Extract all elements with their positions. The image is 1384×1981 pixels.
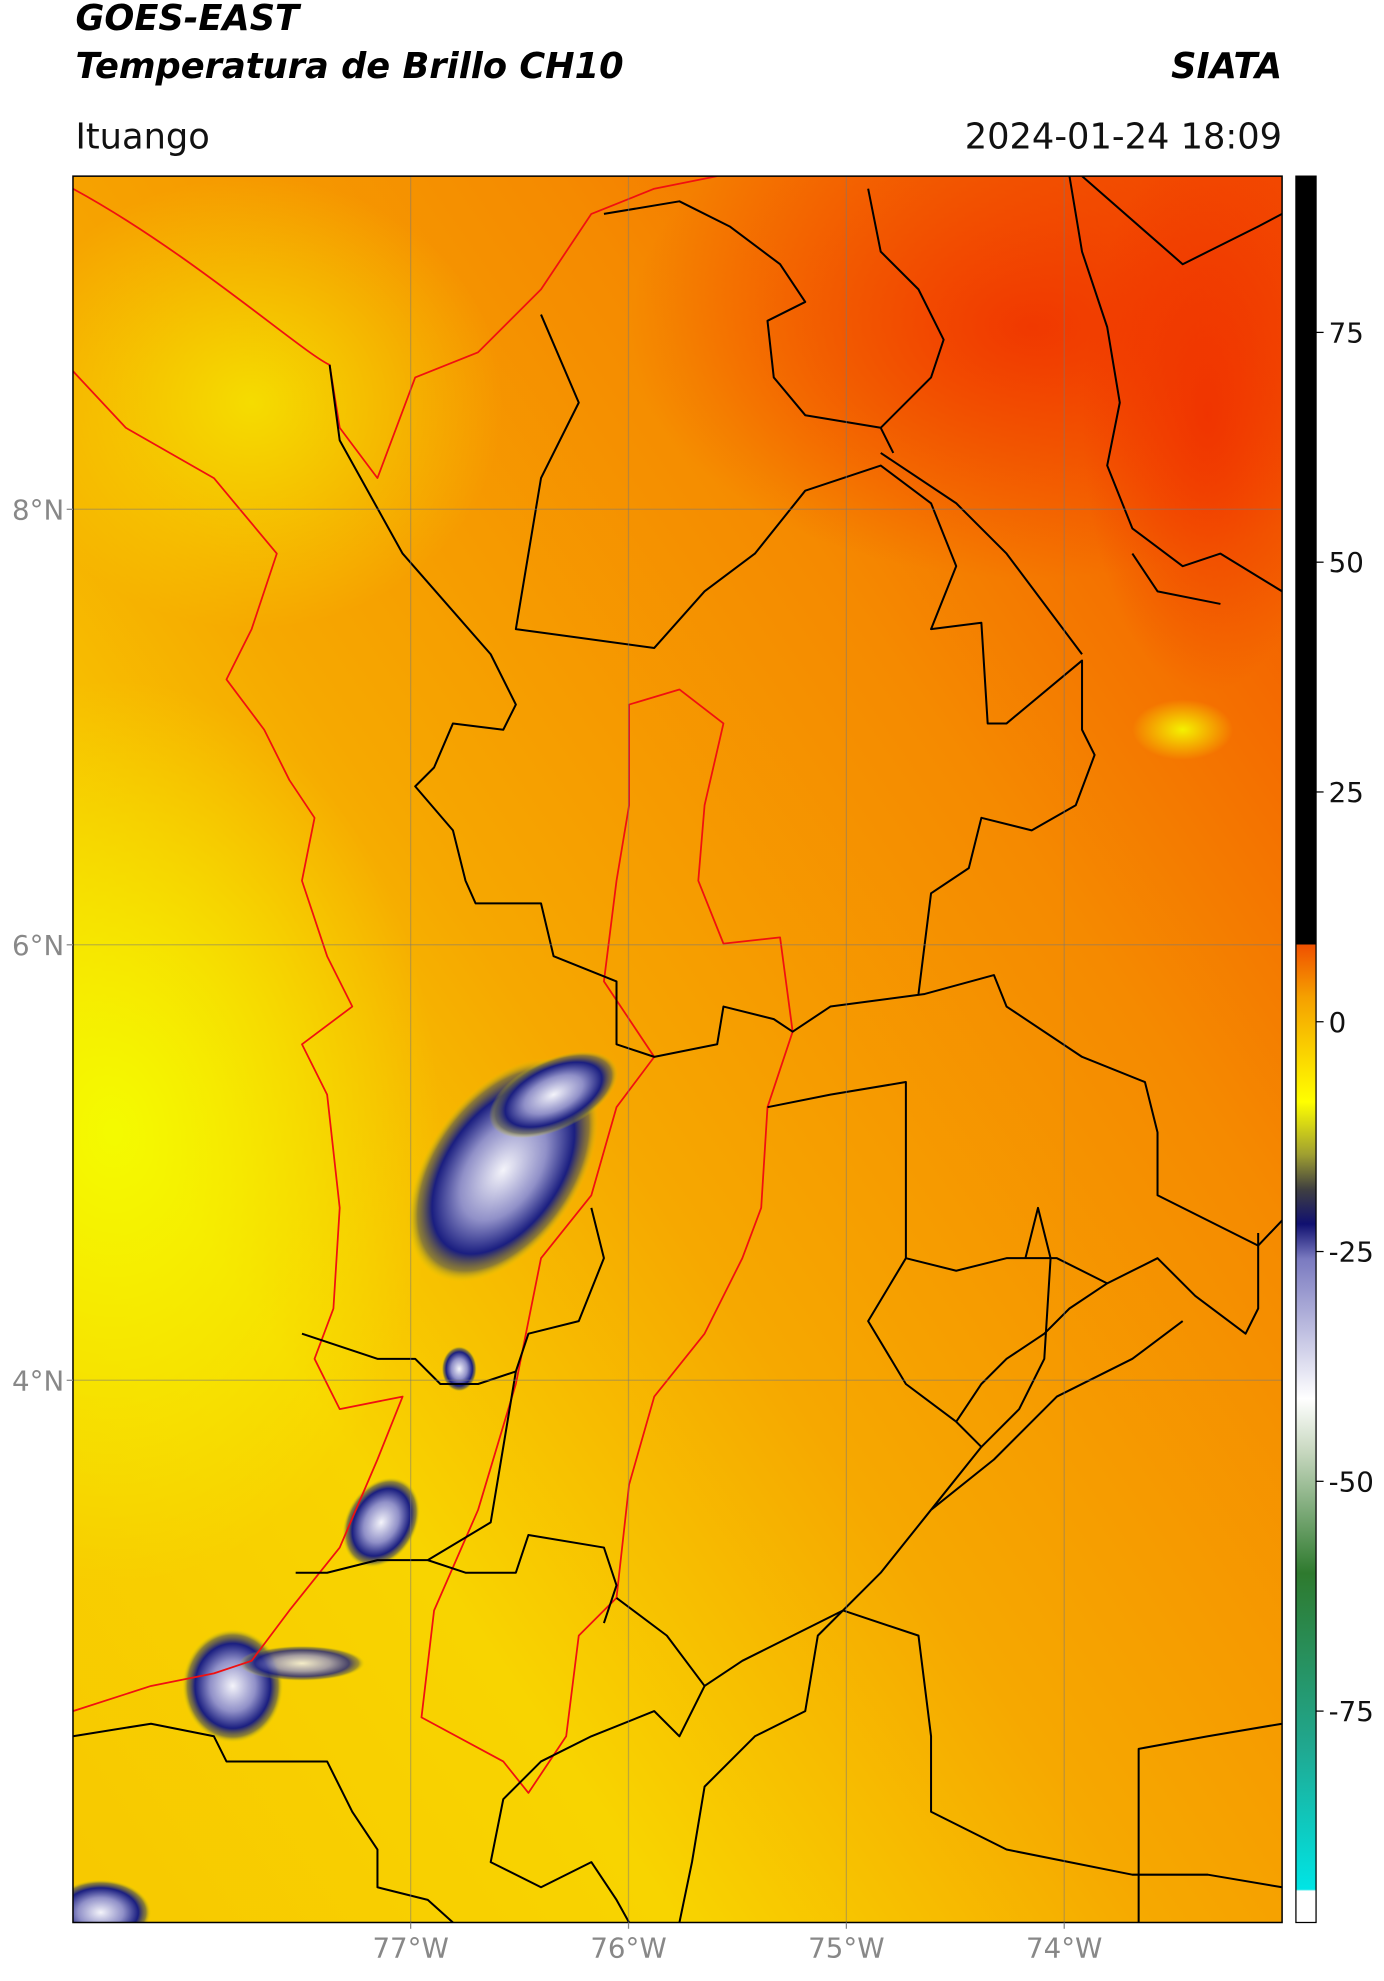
x-tick-label: 76°W — [590, 1932, 666, 1965]
colorbar-tick-label: 0 — [1329, 1006, 1347, 1039]
colorbar — [1295, 175, 1317, 1924]
y-tick-label: 8°N — [12, 493, 64, 526]
map-frame — [72, 175, 1283, 1924]
grid — [72, 176, 1283, 1923]
location: Ituango — [75, 116, 209, 157]
x-tick-label: 75°W — [808, 1932, 884, 1965]
y-tick-label: 4°N — [12, 1364, 64, 1397]
y-tick-label: 6°N — [12, 929, 64, 962]
colorbar-tick-label: -50 — [1329, 1465, 1374, 1498]
title-line1: GOES-EAST — [75, 0, 302, 39]
title-line2: Temperatura de Brillo CH10 — [75, 46, 623, 87]
colorbar-tick-label: 25 — [1329, 776, 1364, 809]
colorbar-tick-label: 50 — [1329, 546, 1364, 579]
x-tick-label: 74°W — [1026, 1932, 1102, 1965]
x-tick-label: 77°W — [372, 1932, 448, 1965]
colorbar-tick-label: 75 — [1329, 316, 1364, 349]
colorbar-tick-label: -75 — [1329, 1695, 1374, 1728]
colorbar-tick-label: -25 — [1329, 1236, 1374, 1269]
agency: SIATA — [1171, 46, 1282, 87]
ticks: 77°W 76°W 75°W 74°W 8°N 6°N 4°N 75 50 25 0 -25 -50 -7… — [12, 316, 1374, 1964]
datetime: 2024-01-24 18:09 — [965, 116, 1282, 157]
map-image — [72, 176, 1283, 1923]
